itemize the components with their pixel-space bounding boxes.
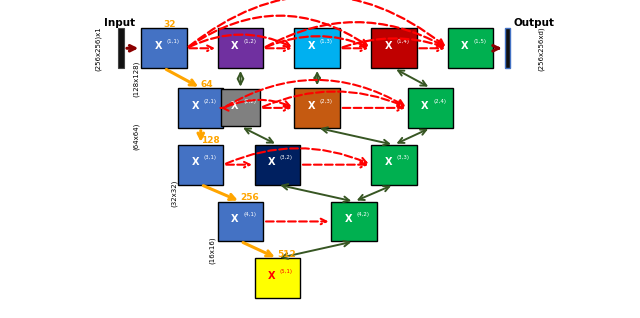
Text: X: X — [231, 100, 239, 111]
Text: (1,1): (1,1) — [166, 39, 179, 44]
Text: (2,2): (2,2) — [243, 99, 256, 104]
FancyBboxPatch shape — [371, 145, 417, 184]
Text: Output: Output — [513, 18, 554, 28]
Text: (4,2): (4,2) — [356, 212, 370, 217]
Text: X: X — [385, 157, 392, 167]
Text: 256: 256 — [241, 193, 259, 202]
Text: (1,2): (1,2) — [243, 39, 256, 44]
Text: (3,2): (3,2) — [280, 156, 293, 160]
Text: (16x16): (16x16) — [209, 236, 215, 264]
FancyBboxPatch shape — [178, 88, 223, 128]
FancyBboxPatch shape — [504, 28, 510, 68]
Text: (64x64): (64x64) — [133, 123, 140, 150]
Text: (128x128): (128x128) — [133, 60, 140, 97]
Text: X: X — [345, 214, 352, 224]
FancyBboxPatch shape — [218, 202, 263, 241]
Text: 32: 32 — [164, 20, 177, 29]
Text: X: X — [154, 41, 162, 51]
Text: 512: 512 — [277, 250, 296, 259]
FancyBboxPatch shape — [118, 28, 124, 68]
FancyBboxPatch shape — [218, 28, 263, 68]
Text: X: X — [268, 271, 275, 281]
Text: X: X — [231, 214, 239, 224]
FancyBboxPatch shape — [371, 28, 417, 68]
FancyBboxPatch shape — [255, 145, 300, 184]
Text: 128: 128 — [201, 136, 220, 145]
Text: X: X — [461, 41, 468, 51]
FancyBboxPatch shape — [221, 89, 260, 126]
Text: X: X — [191, 157, 199, 167]
Text: (1,4): (1,4) — [396, 39, 410, 44]
Text: X: X — [231, 41, 239, 51]
Text: (1,5): (1,5) — [473, 39, 486, 44]
FancyBboxPatch shape — [255, 258, 300, 298]
Text: (1,3): (1,3) — [320, 39, 333, 44]
Text: X: X — [191, 100, 199, 111]
FancyBboxPatch shape — [408, 88, 454, 128]
Text: X: X — [421, 100, 429, 111]
FancyBboxPatch shape — [294, 28, 340, 68]
Text: Input: Input — [104, 18, 135, 28]
FancyBboxPatch shape — [332, 202, 377, 241]
Text: 64: 64 — [201, 80, 213, 88]
Text: (3,3): (3,3) — [396, 156, 410, 160]
Text: (2,4): (2,4) — [433, 99, 446, 104]
Text: (256x256xd): (256x256xd) — [538, 26, 545, 71]
FancyBboxPatch shape — [448, 28, 493, 68]
Text: X: X — [308, 100, 316, 111]
Text: X: X — [385, 41, 392, 51]
Text: X: X — [308, 41, 316, 51]
Text: (4,1): (4,1) — [243, 212, 256, 217]
Text: (3,1): (3,1) — [204, 156, 216, 160]
Text: X: X — [268, 157, 275, 167]
FancyBboxPatch shape — [178, 145, 223, 184]
FancyBboxPatch shape — [294, 88, 340, 128]
Text: (2,1): (2,1) — [204, 99, 216, 104]
Text: (5,1): (5,1) — [280, 269, 293, 274]
FancyBboxPatch shape — [141, 28, 186, 68]
Text: (32x32): (32x32) — [171, 179, 177, 207]
Text: (256x256)x1: (256x256)x1 — [95, 26, 102, 71]
Text: (2,3): (2,3) — [320, 99, 333, 104]
